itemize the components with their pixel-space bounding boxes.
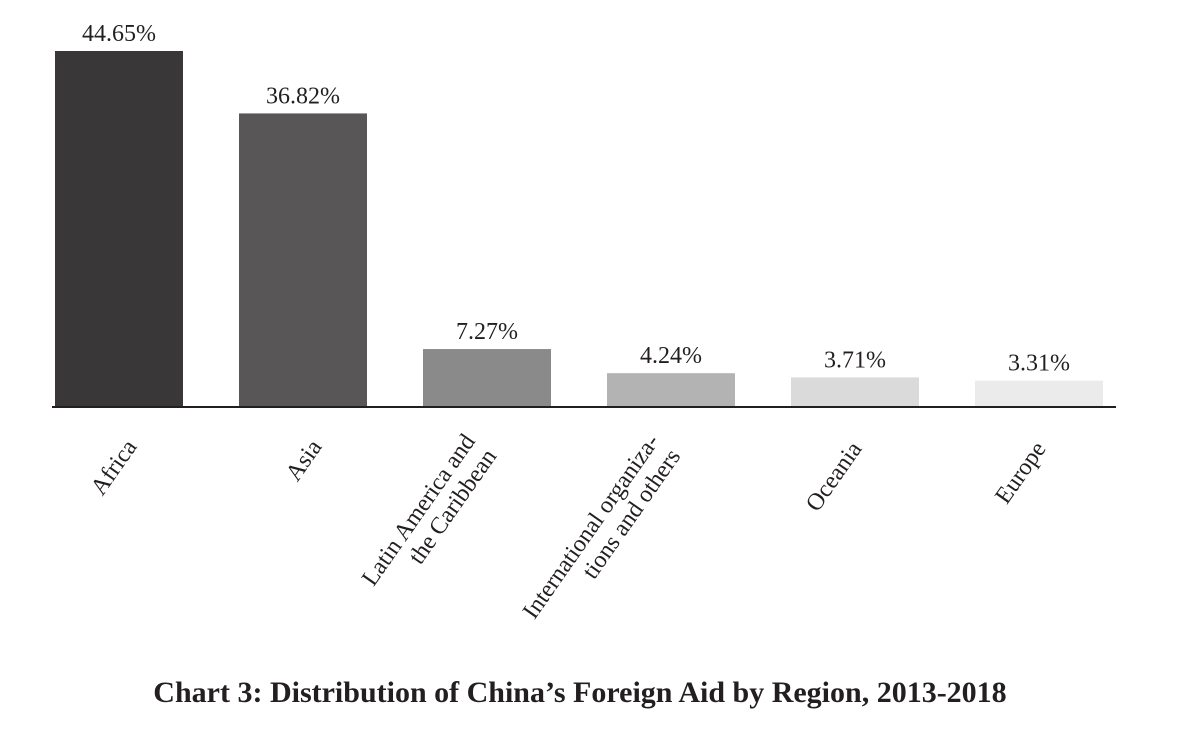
category-label-line: Asia bbox=[281, 435, 328, 486]
category-label-line: Europe bbox=[990, 437, 1051, 509]
category-label: Asia bbox=[281, 435, 328, 486]
category-label: International organiza-tions and others bbox=[518, 430, 686, 624]
bar-value-label: 4.24% bbox=[640, 343, 702, 369]
bar bbox=[239, 113, 367, 407]
bar-value-label: 36.82% bbox=[266, 83, 340, 109]
category-label-line: International organiza- bbox=[518, 430, 665, 624]
category-label-line: Oceania bbox=[801, 437, 868, 517]
category-label: Africa bbox=[86, 435, 143, 500]
bar-chart: 44.65% 36.82% 7.27% 4.24% 3.71% 3.31% Africa A… bbox=[52, 21, 1116, 624]
bar-value-label: 7.27% bbox=[456, 319, 518, 345]
bar bbox=[975, 380, 1103, 407]
category-label: Oceania bbox=[801, 437, 868, 517]
chart-title: Chart 3: Distribution of China’s Foreign… bbox=[153, 676, 1007, 709]
bar-value-label: 44.65% bbox=[82, 21, 156, 47]
bar-value-label: 3.31% bbox=[1008, 351, 1070, 377]
bar bbox=[423, 349, 551, 407]
bar-value-label: 3.71% bbox=[824, 347, 886, 373]
category-label: Europe bbox=[990, 437, 1051, 509]
bar bbox=[607, 373, 735, 407]
category-label-line: Africa bbox=[86, 435, 143, 500]
bar bbox=[55, 51, 183, 407]
bar bbox=[791, 377, 919, 407]
